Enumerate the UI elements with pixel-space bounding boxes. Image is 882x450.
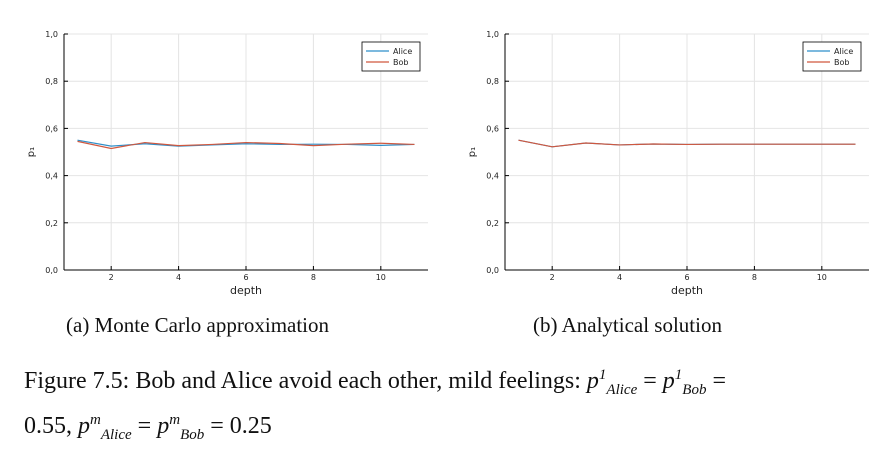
caption-p-bob: p1Bob: [662, 367, 707, 398]
y-tick-label: 0,8: [486, 77, 499, 86]
legend-label-bob: Bob: [834, 58, 849, 67]
chart-monte-carlo: 0,0 0,2 0,4 0,6 0,8 1,0 2 4 6 8 10 depth p₁ Alice Bob: [26, 30, 428, 297]
x-tick-label: 10: [817, 273, 827, 282]
y-tick-label: 0,0: [486, 266, 499, 275]
legend-label-alice: Alice: [834, 47, 853, 56]
x-axis-label: depth: [230, 284, 262, 297]
figure-caption: Figure 7.5: Bob and Alice avoid each oth…: [24, 367, 727, 443]
y-axis-label: p₁: [26, 147, 37, 157]
chart-analytical: 0,0 0,2 0,4 0,6 0,8 1,0 2 4 6 8 10 depth p₁ Alice Bob: [467, 30, 869, 297]
x-tick-label: 10: [376, 273, 386, 282]
x-tick-label: 2: [550, 273, 555, 282]
y-tick-label: 0,0: [45, 266, 58, 275]
y-tick-label: 0,4: [45, 172, 58, 181]
y-tick-label: 0,6: [45, 124, 58, 133]
y-tick-label: 1,0: [45, 30, 58, 39]
x-tick-label: 8: [752, 273, 757, 282]
y-tick-label: 0,2: [45, 219, 58, 228]
y-tick-label: 0,2: [486, 219, 499, 228]
x-axis-label: depth: [671, 284, 703, 297]
y-tick-label: 0,6: [486, 124, 499, 133]
series-line-bob: [77, 140, 415, 150]
y-axis-label: p₁: [467, 147, 478, 157]
x-tick-label: 4: [176, 273, 181, 282]
legend-label-alice: Alice: [393, 47, 412, 56]
legend-box: [361, 41, 421, 72]
series-line-bob: [518, 139, 856, 148]
x-tick-label: 2: [109, 273, 114, 282]
legend-label-bob: Bob: [393, 58, 408, 67]
subcaption-monte-carlo: (a) Monte Carlo approximation: [66, 313, 330, 337]
y-tick-label: 0,8: [45, 77, 58, 86]
legend-box: [802, 41, 862, 72]
x-tick-label: 4: [617, 273, 622, 282]
caption-pm-bob: pmBob: [157, 411, 205, 443]
caption-value-2: 0.25: [229, 412, 272, 439]
x-tick-label: 6: [243, 273, 248, 282]
caption-pm-alice: pmAlice: [78, 411, 132, 443]
caption-text: Figure 7.5: Bob and Alice avoid each oth…: [24, 368, 581, 394]
x-tick-label: 6: [684, 273, 689, 282]
caption-p-alice: p1Alice: [586, 367, 638, 398]
caption-value-1: 0.55: [24, 412, 66, 439]
x-tick-label: 8: [311, 273, 316, 282]
subcaption-analytical: (b) Analytical solution: [533, 313, 722, 337]
y-tick-label: 0,4: [486, 172, 499, 181]
y-tick-label: 1,0: [486, 30, 499, 39]
